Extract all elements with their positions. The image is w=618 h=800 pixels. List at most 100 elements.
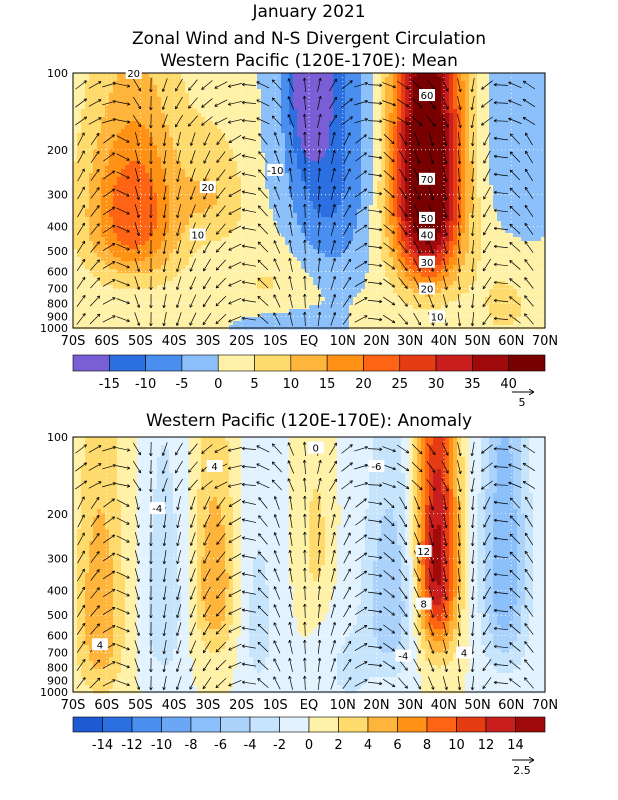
contour-label-box (189, 228, 206, 241)
contour-label-box (199, 181, 216, 194)
colorbar-swatch (72, 354, 110, 372)
colorbar-swatch (190, 716, 221, 733)
contour-label-box (456, 646, 473, 659)
contour-label: -4 (152, 504, 162, 515)
contour-label: 0 (313, 444, 319, 455)
panel1-vector-reference: 5 (512, 388, 535, 409)
x-tick-label: 30S (195, 698, 220, 713)
panel2-vectors (75, 441, 536, 691)
x-tick-label: 50N (464, 698, 490, 713)
x-tick-label: 60N (498, 334, 524, 349)
colorbar-label: 10 (283, 377, 300, 392)
x-tick-label: 60S (94, 698, 119, 713)
colorbar-label: 5 (250, 377, 258, 392)
contour-label-box (91, 638, 108, 651)
y-tick-label: 1000 (40, 686, 68, 699)
contour-label: -4 (398, 652, 408, 663)
colorbar-swatch (308, 716, 339, 733)
panel1-grid (73, 73, 545, 328)
x-tick-label: 70N (532, 334, 558, 349)
colorbar-swatch (131, 716, 162, 733)
contour-label: -6 (371, 462, 381, 473)
contour-label: 12 (417, 547, 430, 558)
y-tick-label: 700 (47, 647, 68, 660)
x-tick-label: EQ (300, 334, 318, 349)
x-tick-label: 30N (397, 698, 423, 713)
contour-label-box (125, 67, 142, 79)
x-tick-label: 20S (229, 334, 254, 349)
contour-label-box (307, 441, 324, 454)
colorbar-swatch (109, 354, 146, 372)
contour-label-box (419, 255, 435, 268)
panel1-contour-labels: 20 20 10 -10 60 70 50 40 30 20 10 (125, 67, 446, 323)
colorbar-label: -12 (121, 738, 142, 753)
colorbar-label: 40 (500, 377, 517, 392)
y-tick-label: 700 (47, 283, 68, 296)
panel2-colorbar: -14 -12 -10 -8 -6 -4 -2 0 2 4 6 8 10 12 14 (72, 716, 546, 753)
colorbar-label: 8 (423, 738, 431, 753)
y-tick-label: 300 (47, 553, 68, 566)
colorbar-swatch (145, 354, 183, 372)
x-tick-label: 30S (195, 334, 220, 349)
panel2-grid (73, 437, 545, 692)
x-tick-label: 70N (532, 698, 558, 713)
x-tick-label: 70S (61, 334, 86, 349)
colorbar-swatch (254, 354, 292, 372)
y-tick-label: 800 (47, 297, 68, 310)
y-tick-label: 400 (47, 585, 68, 598)
x-tick-label: 20N (363, 698, 389, 713)
contour-label: 60 (421, 91, 434, 102)
panel2-x-ticks: 70S 60S 50S 40S 30S 20S 10S EQ 10N 20N 30N 40N 50N 60… (61, 698, 559, 713)
colorbar-swatch (363, 354, 401, 372)
colorbar-swatch (485, 716, 516, 733)
contour-label-box (149, 502, 166, 515)
colorbar-swatch (220, 716, 251, 733)
y-tick-label: 200 (47, 144, 68, 157)
y-tick-label: 900 (47, 310, 68, 323)
contour-label-box (395, 649, 412, 662)
contour-label: 4 (461, 649, 467, 660)
colorbar-label: -8 (185, 738, 198, 753)
colorbar-swatch (217, 354, 255, 372)
colorbar-swatch (367, 716, 398, 733)
colorbar-swatch (102, 716, 133, 733)
colorbar-swatch (161, 716, 192, 733)
colorbar-swatch (181, 354, 219, 372)
contour-label-box (419, 89, 435, 102)
contour-label: 20 (421, 285, 434, 296)
colorbar-label: 6 (393, 738, 401, 753)
contour-label-box (419, 228, 435, 241)
colorbar-label: 2 (334, 738, 342, 753)
contour-label-box (206, 460, 223, 473)
colorbar-label: 0 (305, 738, 313, 753)
contour-label: -10 (267, 166, 283, 177)
x-tick-label: 50S (128, 334, 153, 349)
colorbar-swatch (472, 354, 509, 372)
contour-label: 4 (97, 640, 103, 651)
x-tick-label: 40N (431, 698, 457, 713)
colorbar-swatch (338, 716, 369, 733)
panel1-title: Western Pacific (120E-170E): Mean (160, 51, 458, 71)
y-tick-label: 400 (47, 221, 68, 234)
x-tick-label: 40S (162, 334, 187, 349)
contour-label-box (415, 597, 432, 610)
x-tick-label: 50S (128, 698, 153, 713)
colorbar-label: -4 (244, 738, 257, 753)
contour-label: 30 (421, 258, 434, 269)
y-tick-label: 600 (47, 629, 68, 642)
contour-label: 70 (421, 175, 434, 186)
y-tick-label: 900 (47, 674, 68, 687)
y-tick-label: 500 (47, 609, 68, 622)
panel2-frame (72, 436, 546, 693)
colorbar-label: 12 (478, 738, 495, 753)
y-tick-label: 200 (47, 508, 68, 521)
y-tick-label: 300 (47, 189, 68, 202)
contour-label-box (419, 282, 435, 295)
colorbar-swatch (397, 716, 428, 733)
figure-date-title: January 2021 (252, 2, 366, 22)
x-tick-label: 10S (263, 698, 288, 713)
y-tick-label: 500 (47, 245, 68, 258)
x-tick-label: 10N (330, 698, 356, 713)
x-tick-label: 40S (162, 698, 187, 713)
